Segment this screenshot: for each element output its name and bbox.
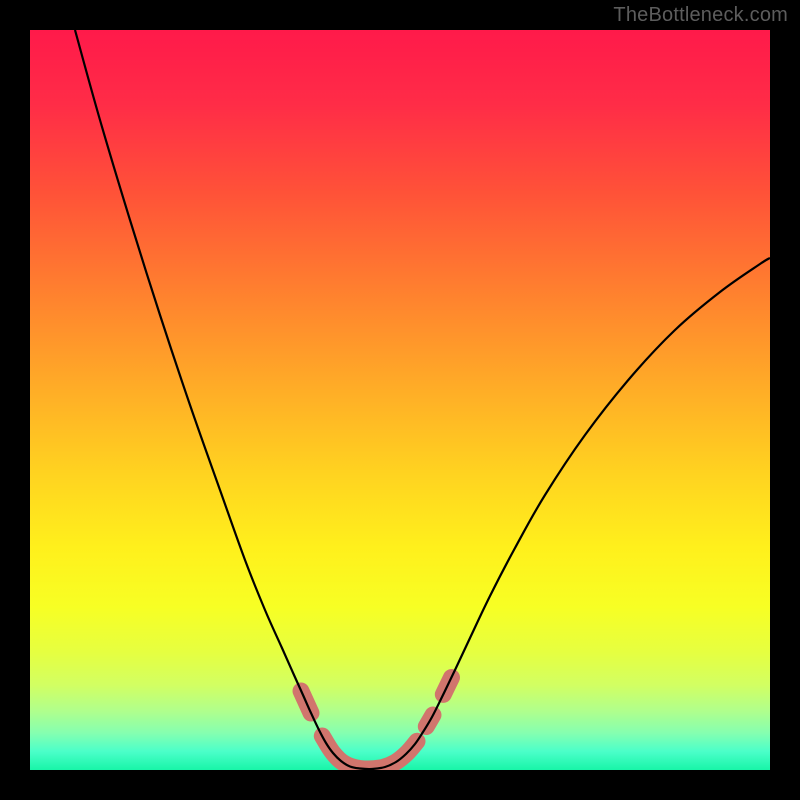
highlight-segment xyxy=(322,736,417,769)
plot-area xyxy=(30,30,770,770)
watermark-text: TheBottleneck.com xyxy=(613,4,788,27)
bottleneck-curve xyxy=(75,30,770,769)
chart-curve-layer xyxy=(30,30,770,770)
